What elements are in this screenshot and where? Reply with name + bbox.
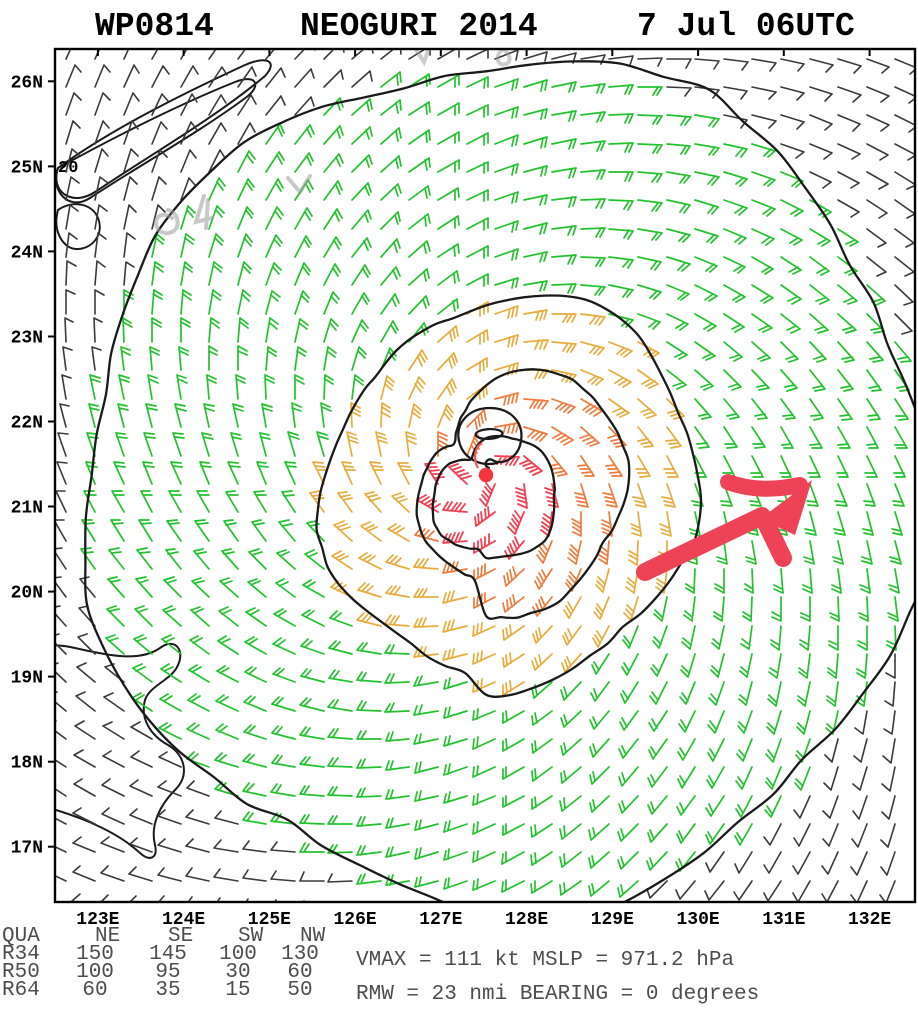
svg-text:127E: 127E — [419, 910, 462, 930]
svg-text:20N: 20N — [11, 584, 43, 604]
svg-text:129E: 129E — [591, 910, 634, 930]
svg-text:126E: 126E — [333, 910, 376, 930]
svg-text:18N: 18N — [11, 754, 43, 774]
svg-text:WP0814: WP0814 — [95, 8, 214, 45]
svg-text:26N: 26N — [11, 73, 43, 93]
svg-text:NEOGURI 2014: NEOGURI 2014 — [300, 8, 538, 45]
svg-text:60: 60 — [82, 979, 107, 1002]
svg-text:23N: 23N — [11, 329, 43, 349]
svg-text:15: 15 — [225, 979, 250, 1002]
svg-text:25N: 25N — [11, 158, 43, 178]
svg-text:50: 50 — [287, 979, 312, 1002]
svg-text:21N: 21N — [11, 499, 43, 519]
svg-text:128E: 128E — [505, 910, 548, 930]
svg-text:35: 35 — [155, 979, 180, 1002]
svg-text:7 Jul 06UTC: 7 Jul 06UTC — [637, 8, 855, 45]
svg-text:R64: R64 — [2, 979, 40, 1002]
svg-text:131E: 131E — [762, 910, 805, 930]
svg-text:22N: 22N — [11, 414, 43, 434]
svg-text:VMAX = 111 kt MSLP = 9: VMAX = 111 kt MSLP = 971.2 hPa — [356, 949, 734, 972]
svg-text:132E: 132E — [848, 910, 891, 930]
svg-text:24N: 24N — [11, 243, 43, 263]
svg-text:19N: 19N — [11, 669, 43, 689]
svg-text:130E: 130E — [676, 910, 719, 930]
svg-text:RMW = 23 nmi BEARING =: RMW = 23 nmi BEARING = 0 degrees — [356, 983, 759, 1006]
svg-text:17N: 17N — [11, 839, 43, 859]
